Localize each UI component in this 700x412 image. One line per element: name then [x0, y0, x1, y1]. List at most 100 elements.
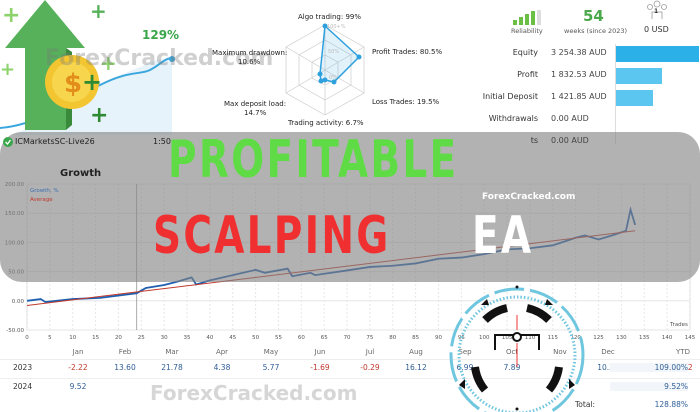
subscribers-value: 0 USD [644, 25, 669, 34]
month-header: Jun [314, 348, 326, 356]
month-value: 9.52 [69, 382, 87, 391]
radar-label-loss: Loss Trades: 19.5% [372, 98, 440, 106]
stat-label: Profit [517, 70, 538, 79]
legend-average: Average [30, 197, 53, 203]
x-tick-label: 140 [662, 335, 673, 340]
x-tick-label: 145 [685, 335, 696, 340]
x-tick-label: 25 [138, 335, 145, 340]
radar-chart [285, 23, 365, 116]
chart-watermark: ForexCracked.com [482, 192, 576, 202]
chart-title: Growth [60, 168, 102, 179]
stat-label: ts [530, 136, 538, 145]
hero-arrow-graphic: $ + + + + + + [0, 0, 175, 135]
y-tick-label: 0.00 [12, 299, 25, 305]
radar-value-drawdown: 10.6% [238, 58, 261, 66]
x-tick-label: 120 [570, 335, 581, 340]
x-tick-label: 55 [275, 335, 282, 340]
x-tick-label: 10 [69, 335, 76, 340]
month-header: Dec [601, 348, 615, 356]
radar-label-profit: Profit Trades: 80.5% [372, 48, 443, 56]
x-tick-label: 60 [298, 335, 305, 340]
subscribers-icon [647, 0, 667, 19]
reliability-label: Reliability [511, 27, 543, 35]
radar-label-activity: Trading activity: 6.7% [288, 119, 364, 127]
banner-line-profitable: PROFITABLE [168, 130, 459, 190]
radar-value-deposit-load: 14.7% [244, 109, 267, 117]
x-tick-label: 100 [479, 335, 490, 340]
total-label: Total: [575, 400, 596, 409]
svg-text:+: + [90, 103, 108, 128]
stat-value: 1 421.85 AUD [551, 92, 607, 101]
account-name: ICMarketsSC-Live26 [15, 137, 95, 146]
stat-label: Initial Deposit [482, 92, 538, 101]
month-value: -2.22 [68, 363, 88, 372]
stat-value: 0.00 AUD [551, 136, 589, 145]
x-tick-label: 15 [92, 335, 99, 340]
row-divider [0, 359, 700, 360]
x-tick-label: 115 [548, 335, 559, 340]
month-header: Mar [165, 348, 179, 356]
x-tick-label: 35 [184, 335, 191, 340]
banner-overlay [0, 132, 700, 282]
month-header: Feb [118, 348, 132, 356]
radar-label-drawdown: Maximum drawdown: [212, 49, 288, 57]
stat-label: Equity [512, 48, 538, 57]
radar-label-algo: Algo trading: 99% [298, 13, 362, 21]
svg-text:+: + [2, 3, 20, 28]
x-tick-label: 20 [115, 335, 122, 340]
x-tick-label: 30 [161, 335, 168, 340]
x-tick-label: 110 [525, 335, 536, 340]
radar-label-deposit-load: Max deposit load: [224, 100, 287, 108]
month-header: Jul [365, 348, 375, 356]
x-tick-label: 0 [25, 335, 29, 340]
x-tick-label: 130 [616, 335, 627, 340]
weeks-count: 54 [583, 7, 604, 25]
watermark: ForexCracked.com [45, 46, 274, 71]
x-tick-label: 5 [48, 335, 52, 340]
month-header: YTD [676, 348, 690, 356]
stat-value: 1 832.53 AUD [551, 70, 607, 79]
stat-bar [616, 68, 663, 84]
reliability-icon [513, 10, 541, 25]
x-tick-label: 50 [252, 335, 259, 340]
month-value: 5.77 [262, 363, 280, 372]
legend-growth: Growth, % [30, 188, 59, 194]
x-tick-label: 40 [206, 335, 213, 340]
stat-bar [616, 46, 699, 62]
x-tick-label: 70 [344, 335, 351, 340]
x-tick-label: 135 [639, 335, 650, 340]
month-value: 21.78 [161, 363, 183, 372]
year-label: 2023 [13, 363, 33, 372]
month-header: Oct [505, 348, 519, 356]
month-header: May [263, 348, 279, 356]
month-header: Nov [553, 348, 567, 356]
banner-line-ea: EA [472, 206, 534, 266]
table-watermark: ForexCracked.com [150, 381, 358, 405]
month-value: 4.38 [213, 363, 231, 372]
stats-divider [615, 44, 616, 144]
month-header: Apr [215, 348, 229, 356]
stat-bar [616, 90, 653, 106]
radar-ring-0: 0% [329, 75, 337, 81]
x-tick-label: 90 [435, 335, 442, 340]
month-value: 7.89 [503, 363, 521, 372]
x-tick-label: 125 [593, 335, 604, 340]
svg-text:+: + [100, 51, 117, 75]
x-tick-label: 45 [229, 335, 236, 340]
stat-value: 3 254.38 AUD [551, 48, 607, 57]
x-tick-label: 75 [366, 335, 373, 340]
svg-text:+: + [82, 68, 102, 96]
stat-value: 0.00 AUD [551, 114, 589, 123]
account-leverage: 1:50 [153, 137, 171, 146]
month-value: 13.60 [114, 363, 136, 372]
y-tick-label: -50.00 [6, 328, 24, 334]
stat-label: Withdrawals [488, 114, 538, 123]
month-value: 16.12 [405, 363, 427, 372]
x-axis-label: Trades [670, 322, 688, 328]
account-verified-icon [3, 137, 13, 147]
banner-line-scalping: SCALPING [153, 206, 391, 266]
svg-text:+: + [90, 0, 107, 23]
radar-ring-100: 100+% [327, 24, 346, 30]
svg-text:+: + [0, 59, 15, 80]
x-tick-label: 85 [412, 335, 419, 340]
